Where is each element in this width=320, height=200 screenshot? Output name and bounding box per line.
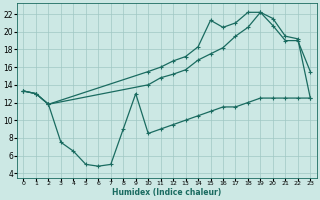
X-axis label: Humidex (Indice chaleur): Humidex (Indice chaleur): [112, 188, 221, 197]
